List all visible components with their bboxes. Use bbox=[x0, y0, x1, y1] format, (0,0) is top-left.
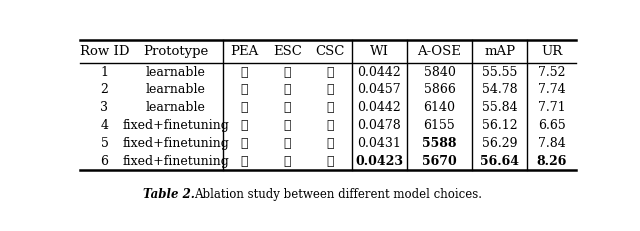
Text: ✓: ✓ bbox=[241, 137, 248, 150]
Text: 2: 2 bbox=[100, 83, 108, 97]
Text: 5670: 5670 bbox=[422, 155, 457, 168]
Text: Row ID: Row ID bbox=[80, 45, 129, 58]
Text: 4: 4 bbox=[100, 119, 108, 132]
Text: ✓: ✓ bbox=[241, 155, 248, 168]
Text: ✓: ✓ bbox=[241, 66, 248, 79]
Text: 55.84: 55.84 bbox=[482, 101, 518, 114]
Text: ESC: ESC bbox=[273, 45, 302, 58]
Text: ✓: ✓ bbox=[326, 155, 334, 168]
Text: 3: 3 bbox=[100, 101, 108, 114]
Text: learnable: learnable bbox=[146, 83, 206, 97]
Text: ✗: ✗ bbox=[326, 66, 334, 79]
Text: ✗: ✗ bbox=[326, 119, 334, 132]
Text: 56.12: 56.12 bbox=[482, 119, 518, 132]
Text: 0.0442: 0.0442 bbox=[357, 66, 401, 79]
Text: WI: WI bbox=[370, 45, 388, 58]
Text: ✗: ✗ bbox=[326, 83, 334, 97]
Text: fixed+finetuning: fixed+finetuning bbox=[122, 119, 229, 132]
Text: A-OSE: A-OSE bbox=[417, 45, 461, 58]
Text: 0.0478: 0.0478 bbox=[357, 119, 401, 132]
Text: 56.29: 56.29 bbox=[482, 137, 518, 150]
Text: 54.78: 54.78 bbox=[482, 83, 518, 97]
Text: ✗: ✗ bbox=[284, 101, 291, 114]
Text: UR: UR bbox=[541, 45, 562, 58]
Text: 0.0431: 0.0431 bbox=[357, 137, 401, 150]
Text: ✓: ✓ bbox=[284, 137, 291, 150]
Text: 6: 6 bbox=[100, 155, 108, 168]
Text: Ablation study between different model choices.: Ablation study between different model c… bbox=[194, 188, 482, 201]
Text: 6.65: 6.65 bbox=[538, 119, 565, 132]
Text: 5588: 5588 bbox=[422, 137, 457, 150]
Text: ✗: ✗ bbox=[284, 119, 291, 132]
Text: 7.71: 7.71 bbox=[538, 101, 565, 114]
Text: 55.55: 55.55 bbox=[482, 66, 517, 79]
Text: 0.0423: 0.0423 bbox=[355, 155, 403, 168]
Text: 8.26: 8.26 bbox=[536, 155, 567, 168]
Text: Table 2.: Table 2. bbox=[143, 188, 195, 201]
Text: ✓: ✓ bbox=[284, 155, 291, 168]
Text: 7.84: 7.84 bbox=[538, 137, 565, 150]
Text: 5866: 5866 bbox=[424, 83, 456, 97]
Text: 6140: 6140 bbox=[424, 101, 456, 114]
Text: PEA: PEA bbox=[230, 45, 259, 58]
Text: ✓: ✓ bbox=[241, 83, 248, 97]
Text: 6155: 6155 bbox=[424, 119, 455, 132]
Text: 5840: 5840 bbox=[424, 66, 456, 79]
Text: ✓: ✓ bbox=[326, 101, 334, 114]
Text: 56.64: 56.64 bbox=[480, 155, 519, 168]
Text: 7.74: 7.74 bbox=[538, 83, 565, 97]
Text: learnable: learnable bbox=[146, 101, 206, 114]
Text: fixed+finetuning: fixed+finetuning bbox=[122, 137, 229, 150]
Text: ✓: ✓ bbox=[241, 119, 248, 132]
Text: ✓: ✓ bbox=[241, 101, 248, 114]
Text: Prototype: Prototype bbox=[143, 45, 209, 58]
Text: 0.0457: 0.0457 bbox=[358, 83, 401, 97]
Text: 0.0442: 0.0442 bbox=[357, 101, 401, 114]
Text: ✓: ✓ bbox=[284, 83, 291, 97]
Text: mAP: mAP bbox=[484, 45, 515, 58]
Text: CSC: CSC bbox=[316, 45, 345, 58]
Text: 1: 1 bbox=[100, 66, 108, 79]
Text: fixed+finetuning: fixed+finetuning bbox=[122, 155, 229, 168]
Text: learnable: learnable bbox=[146, 66, 206, 79]
Text: ✗: ✗ bbox=[284, 66, 291, 79]
Text: 7.52: 7.52 bbox=[538, 66, 565, 79]
Text: 5: 5 bbox=[100, 137, 108, 150]
Text: ✗: ✗ bbox=[326, 137, 334, 150]
